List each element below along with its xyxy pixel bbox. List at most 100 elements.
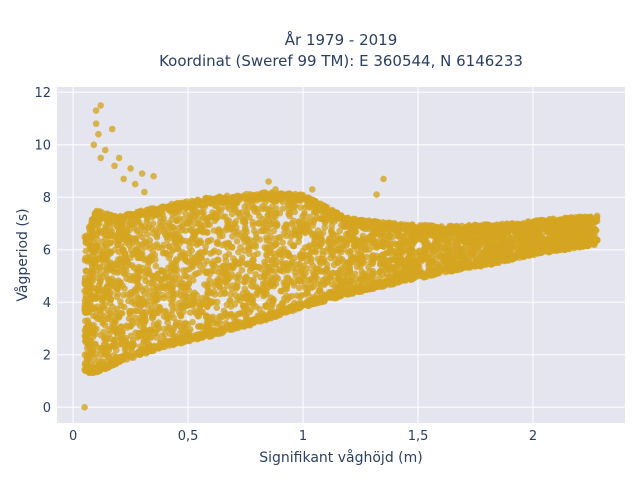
data-point (102, 270, 110, 278)
data-point (391, 256, 398, 263)
data-point (163, 313, 171, 321)
data-point (149, 220, 157, 227)
data-point (123, 352, 130, 359)
data-point (439, 244, 447, 251)
data-point (101, 351, 108, 358)
data-point (217, 199, 224, 206)
data-point (93, 211, 101, 219)
data-point (527, 223, 534, 230)
data-point (99, 303, 106, 310)
data-point (290, 217, 297, 225)
data-point (266, 192, 274, 199)
data-point (284, 274, 292, 282)
data-point (479, 225, 486, 232)
data-point (420, 274, 428, 281)
data-point (578, 230, 586, 238)
data-point (302, 251, 309, 259)
data-point (297, 269, 304, 276)
data-point (190, 230, 197, 237)
data-point (119, 328, 126, 336)
data-point (318, 236, 326, 244)
data-point (293, 292, 301, 300)
data-point (162, 307, 169, 315)
data-point (161, 231, 169, 238)
data-point (176, 275, 183, 283)
data-point (494, 238, 501, 246)
data-point (139, 329, 146, 336)
data-point (92, 258, 100, 266)
data-point (437, 252, 444, 260)
data-point (269, 214, 276, 222)
data-point (253, 234, 260, 242)
data-point (126, 242, 133, 249)
data-point (191, 202, 198, 209)
data-point (95, 220, 103, 227)
data-point (476, 248, 484, 256)
data-point (214, 214, 221, 221)
data-point (297, 204, 305, 211)
data-point (134, 307, 141, 315)
data-point (144, 262, 151, 270)
data-point (146, 334, 154, 341)
data-point (168, 259, 175, 267)
data-point (478, 238, 486, 246)
data-point (183, 257, 190, 265)
data-point (461, 238, 468, 246)
data-point (210, 195, 217, 203)
data-point (253, 317, 261, 324)
data-point (346, 264, 354, 272)
data-point (210, 319, 217, 327)
data-point (156, 223, 163, 231)
data-point (152, 329, 160, 337)
data-point (283, 260, 290, 267)
data-point (150, 230, 157, 237)
data-point (170, 314, 177, 322)
data-point (326, 274, 334, 281)
data-point (336, 227, 343, 235)
data-point (555, 235, 563, 243)
data-point (533, 249, 541, 257)
data-point (356, 286, 363, 293)
data-point (141, 345, 148, 353)
data-point (211, 291, 219, 298)
data-point (119, 246, 126, 253)
data-point (264, 256, 272, 264)
data-point (210, 329, 217, 336)
data-point (358, 276, 366, 283)
data-point (279, 239, 286, 246)
data-point (126, 310, 134, 317)
data-point (179, 249, 187, 256)
data-point (100, 335, 108, 342)
data-point (228, 323, 236, 331)
data-point (95, 229, 103, 236)
data-point (533, 217, 541, 225)
data-point (169, 223, 177, 231)
data-point (163, 291, 171, 299)
data-point (119, 282, 126, 289)
data-point (185, 274, 193, 281)
data-point (298, 291, 306, 299)
data-point (346, 257, 354, 265)
data-point (141, 238, 149, 245)
data-point (128, 342, 136, 350)
data-point (295, 238, 302, 246)
data-point (213, 298, 221, 306)
data-point (82, 247, 90, 255)
data-point (577, 239, 584, 246)
data-point (181, 284, 189, 291)
data-point (270, 227, 278, 235)
data-point (322, 294, 330, 302)
data-point (215, 227, 223, 235)
data-point (106, 239, 113, 247)
data-point (444, 247, 452, 255)
data-point (433, 228, 441, 235)
data-point (259, 315, 267, 323)
data-point (187, 326, 194, 333)
data-point (94, 290, 102, 297)
data-point (96, 263, 104, 271)
data-point (290, 242, 298, 250)
data-point (148, 208, 155, 215)
data-point (257, 265, 265, 273)
data-point (465, 260, 472, 268)
data-point (421, 255, 428, 263)
